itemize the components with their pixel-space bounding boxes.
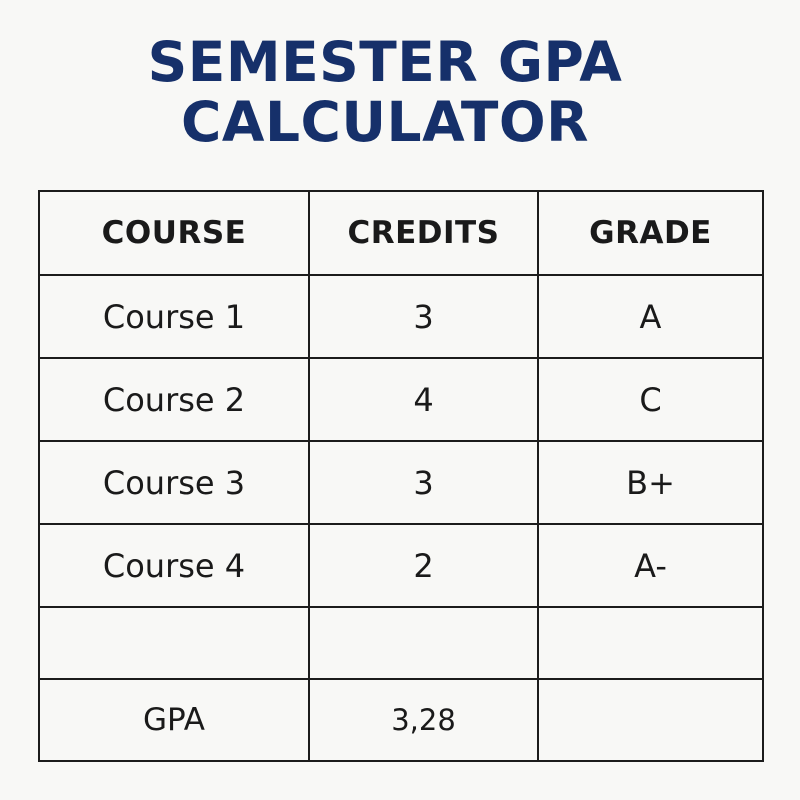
header-credits: CREDITS bbox=[308, 190, 539, 276]
table-row: Course 4 2 A- bbox=[38, 523, 764, 608]
title-line-2: CALCULATOR bbox=[181, 90, 589, 154]
credits-cell: 3 bbox=[308, 440, 539, 525]
credits-cell: 4 bbox=[308, 357, 539, 442]
empty-course-cell bbox=[38, 606, 310, 680]
gpa-label: GPA bbox=[38, 678, 310, 762]
grade-cell: C bbox=[537, 357, 764, 442]
table-row: Course 2 4 C bbox=[38, 357, 764, 442]
header-course: COURSE bbox=[38, 190, 310, 276]
empty-grade-cell bbox=[537, 606, 764, 680]
table-row: Course 1 3 A bbox=[38, 274, 764, 359]
credits-cell: 2 bbox=[308, 523, 539, 608]
course-name-cell: Course 1 bbox=[38, 274, 310, 359]
empty-row bbox=[38, 606, 764, 680]
grade-cell: A bbox=[537, 274, 764, 359]
gpa-table: COURSE CREDITS GRADE Course 1 3 A Course… bbox=[38, 190, 764, 762]
empty-credits-cell bbox=[308, 606, 539, 680]
page-title: SEMESTER GPA CALCULATOR bbox=[0, 32, 770, 152]
grade-cell: B+ bbox=[537, 440, 764, 525]
gpa-value: 3,28 bbox=[308, 678, 539, 762]
course-name-cell: Course 4 bbox=[38, 523, 310, 608]
gpa-extra-cell bbox=[537, 678, 764, 762]
title-line-1: SEMESTER GPA bbox=[147, 30, 623, 94]
header-grade: GRADE bbox=[537, 190, 764, 276]
table-row: Course 3 3 B+ bbox=[38, 440, 764, 525]
gpa-row: GPA 3,28 bbox=[38, 678, 764, 762]
credits-cell: 3 bbox=[308, 274, 539, 359]
course-name-cell: Course 2 bbox=[38, 357, 310, 442]
course-name-cell: Course 3 bbox=[38, 440, 310, 525]
grade-cell: A- bbox=[537, 523, 764, 608]
header-row: COURSE CREDITS GRADE bbox=[38, 190, 764, 276]
